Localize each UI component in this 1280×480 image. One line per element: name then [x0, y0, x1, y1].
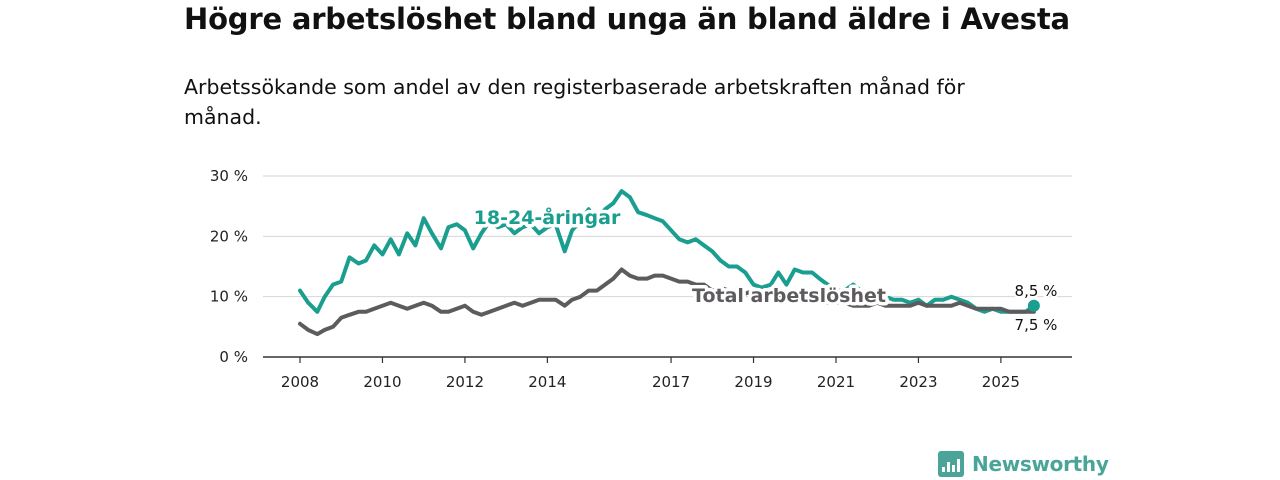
- end-marker-youth: [1027, 299, 1040, 312]
- x-tick-label: 2021: [817, 373, 855, 391]
- x-tick-label: 2008: [281, 373, 319, 391]
- series-lines: [298, 189, 1036, 337]
- end-label-youth: 8,5 %: [1015, 282, 1058, 300]
- y-tick-label: 10 %: [210, 288, 248, 306]
- series-labels: 18-24-åringar Total arbetslöshet 8,5 % 7,5 …: [470, 202, 1059, 337]
- chart-title: Högre arbetslöshet bland unga än bland ä…: [184, 2, 1070, 36]
- newsworthy-logo-icon: [938, 451, 964, 477]
- y-tick-label: 30 %: [210, 167, 248, 185]
- x-tick-label: 2014: [528, 373, 566, 391]
- x-tick-label: 2025: [982, 373, 1020, 391]
- y-tick-label: 20 %: [210, 227, 248, 245]
- end-label-total: 7,5 %: [1015, 316, 1058, 334]
- line-chart: 0 % 10 % 20 % 30 % 2008 2010 2012 2014 2017 2019 2…: [210, 167, 1072, 391]
- gridlines: [263, 175, 1072, 298]
- newsworthy-logo: Newsworthy: [938, 448, 1109, 480]
- x-tick-label: 2019: [734, 373, 772, 391]
- series-label-youth: 18-24-åringar: [474, 205, 621, 229]
- axes: 0 % 10 % 20 % 30 % 2008 2010 2012 2014 2017 2019 2…: [210, 167, 1072, 391]
- series-line-youth: [298, 189, 1036, 314]
- x-tick-label: 2017: [652, 373, 690, 391]
- series-line-total: [298, 267, 1036, 337]
- x-tick-label: 2010: [363, 373, 401, 391]
- logo-text: Newsworthy: [972, 452, 1109, 476]
- x-tick-label: 2012: [446, 373, 484, 391]
- series-label-total: Total arbetslöshet: [692, 285, 886, 307]
- x-tick-label: 2023: [899, 373, 937, 391]
- chart-subtitle: Arbetssökande som andel av den registerb…: [184, 75, 965, 129]
- y-tick-label: 0 %: [219, 348, 248, 366]
